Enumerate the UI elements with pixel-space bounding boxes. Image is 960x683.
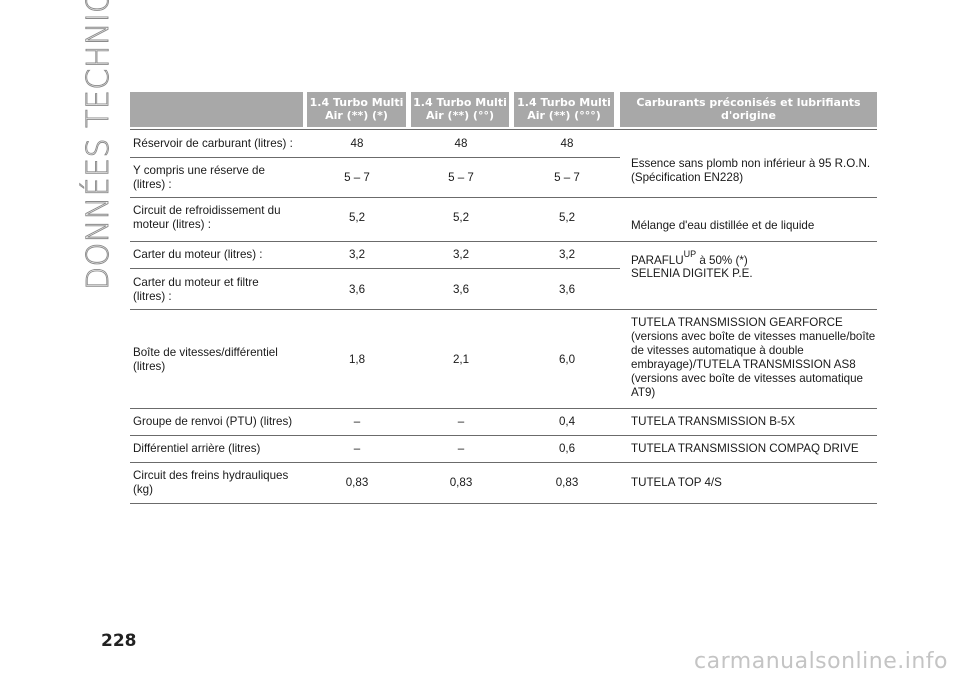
- row-label-oil-sump: Carter du moteur (litres) :: [133, 248, 263, 261]
- cell-rear-diff-v2: –: [457, 442, 465, 455]
- cell-rear-diff-v3: 0,6: [558, 442, 576, 455]
- row-label-coolant: Circuit de refroidissement du moteur (li…: [133, 204, 281, 231]
- table-rule: [130, 241, 877, 242]
- desc-coolant: Mélange d'eau distillée et de liquide PA…: [631, 205, 879, 268]
- desc-rear-diff: TUTELA TRANSMISSION COMPAQ DRIVE: [631, 442, 859, 455]
- row-label-rear-diff: Différentiel arrière (litres): [133, 442, 261, 455]
- desc-coolant-line1: Mélange d'eau distillée et de liquide: [631, 219, 815, 232]
- desc-coolant-sup: UP: [683, 249, 697, 259]
- cell-coolant-v2: 5,2: [452, 211, 470, 224]
- cell-reserve-v3: 5 – 7: [554, 171, 580, 184]
- desc-coolant-product: PARAFLU: [631, 254, 684, 267]
- cell-oil-filter-v1: 3,6: [348, 283, 366, 296]
- cell-oil-filter-v3: 3,6: [558, 283, 576, 296]
- header-cell-variant-1: [307, 92, 406, 127]
- row-label-gearbox: Boîte de vitesses/différentiel (litres): [133, 346, 278, 373]
- table-rule: [130, 309, 877, 310]
- cell-gearbox-v1: 1,8: [348, 353, 366, 366]
- row-label-reserve: Y compris une réserve de (litres) :: [133, 164, 265, 191]
- cell-fuel-tank-v3: 48: [560, 137, 574, 150]
- desc-brakes: TUTELA TOP 4/S: [631, 476, 722, 489]
- table-rule: [130, 408, 877, 409]
- table-rule: [130, 503, 877, 504]
- cell-gearbox-v2: 2,1: [452, 353, 470, 366]
- page-number: 228: [101, 631, 137, 651]
- header-cell-variant-3: [514, 92, 614, 127]
- cell-oil-sump-v1: 3,2: [348, 248, 366, 261]
- header-cell-lubricants: [620, 92, 877, 127]
- row-label-brakes: Circuit des freins hydrauliques (kg): [133, 469, 289, 496]
- cell-fuel-tank-v1: 48: [350, 137, 364, 150]
- cell-gearbox-v3: 6,0: [558, 353, 576, 366]
- cell-oil-sump-v3: 3,2: [558, 248, 576, 261]
- header-variant-1: 1.4 Turbo Multi Air (**) (*): [309, 96, 404, 122]
- cell-reserve-v1: 5 – 7: [344, 171, 370, 184]
- table-rule: [130, 157, 620, 158]
- section-title: DONNÉES TECHNIQUES: [81, 0, 117, 290]
- desc-coolant-ratio: à 50% (*): [696, 254, 748, 267]
- header-lubricants: Carburants préconisés et lubrifiants d'o…: [636, 96, 861, 122]
- row-label-ptu: Groupe de renvoi (PTU) (litres): [133, 415, 293, 428]
- header-cell-variant-2: [411, 92, 509, 127]
- desc-gearbox: TUTELA TRANSMISSION GEARFORCE (versions …: [631, 316, 876, 399]
- cell-ptu-v3: 0,4: [558, 415, 576, 428]
- table-rule: [130, 129, 877, 130]
- cell-brakes-v2: 0,83: [449, 476, 473, 489]
- cell-reserve-v2: 5 – 7: [448, 171, 474, 184]
- table-rule: [130, 268, 620, 269]
- header-cell-empty: [130, 92, 303, 127]
- cell-brakes-v3: 0,83: [555, 476, 579, 489]
- cell-rear-diff-v1: –: [353, 442, 361, 455]
- cell-ptu-v1: –: [353, 415, 361, 428]
- desc-fuel: Essence sans plomb non inférieur à 95 R.…: [631, 157, 871, 184]
- cell-ptu-v2: –: [457, 415, 465, 428]
- cell-coolant-v3: 5,2: [558, 211, 576, 224]
- row-label-oil-filter: Carter du moteur et filtre (litres) :: [133, 276, 259, 303]
- cell-brakes-v1: 0,83: [345, 476, 369, 489]
- row-label-fuel-tank: Réservoir de carburant (litres) :: [133, 137, 293, 150]
- table-rule: [130, 435, 877, 436]
- cell-oil-sump-v2: 3,2: [452, 248, 470, 261]
- header-variant-3: 1.4 Turbo Multi Air (**) (°°°): [517, 96, 611, 122]
- cell-oil-filter-v2: 3,6: [452, 283, 470, 296]
- table-rule: [130, 197, 877, 198]
- desc-engine-oil: SELENIA DIGITEK P.E.: [631, 267, 753, 280]
- desc-ptu: TUTELA TRANSMISSION B-5X: [631, 415, 796, 428]
- header-variant-2: 1.4 Turbo Multi Air (**) (°°): [413, 96, 507, 122]
- table-rule: [130, 462, 877, 463]
- watermark: carmanualsonline.info: [694, 649, 948, 674]
- cell-fuel-tank-v2: 48: [454, 137, 468, 150]
- cell-coolant-v1: 5,2: [348, 211, 366, 224]
